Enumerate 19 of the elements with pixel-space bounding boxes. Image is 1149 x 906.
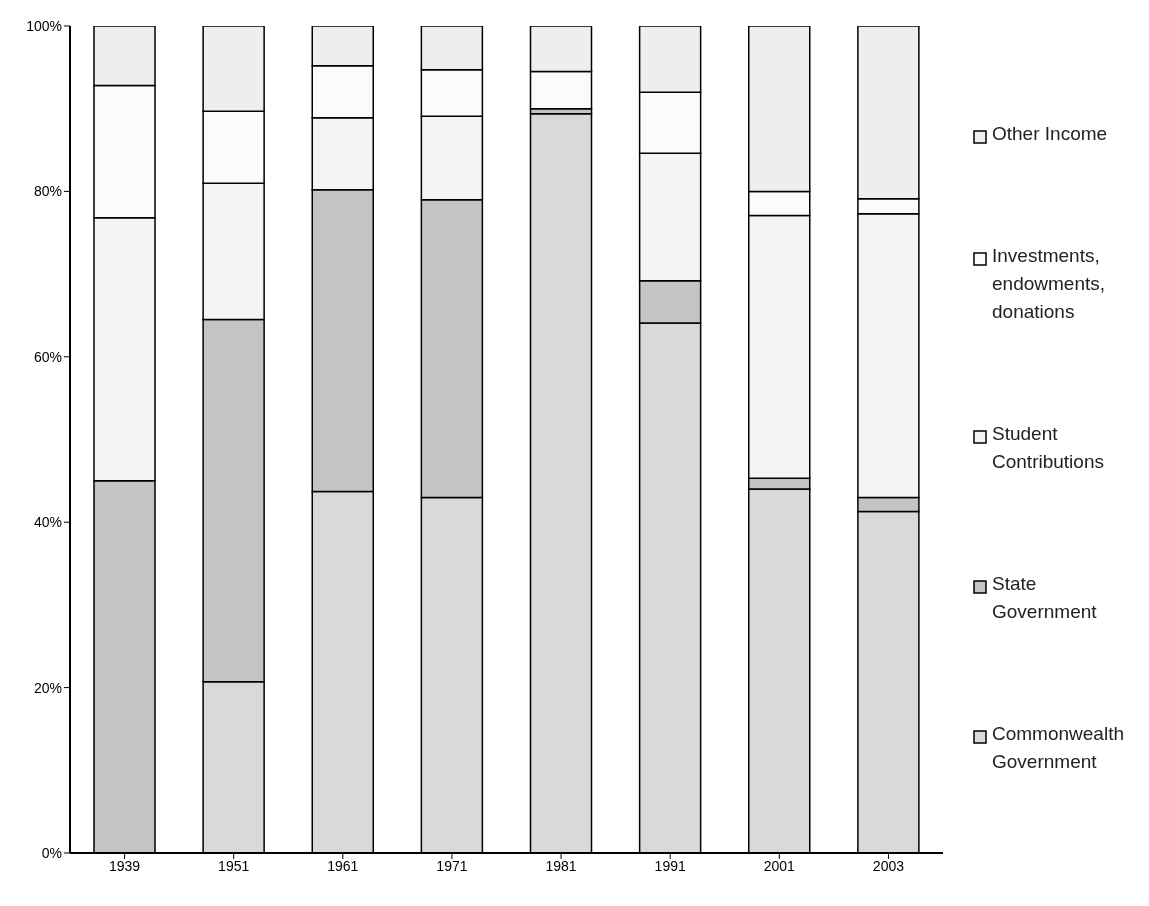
x-tick-label: 2001 (763, 857, 796, 874)
x-tick-label: 2003 (872, 857, 905, 874)
y-tick-label: 0% (41, 844, 62, 861)
y-tick-label: 40% (33, 514, 62, 531)
legend-label: Investments, endowments, donations (992, 243, 1106, 324)
y-tick-label: 20% (33, 679, 62, 696)
y-tick-label: 60% (33, 348, 62, 365)
y-tick-label: 100% (26, 17, 62, 34)
x-tick-label: 1951 (218, 857, 250, 874)
x-tick-label: 1961 (327, 857, 359, 874)
x-tick-label: 1939 (108, 857, 141, 874)
x-tick-label: 1991 (654, 857, 686, 874)
legend-label: Other Income (992, 121, 1108, 146)
legend-label: Student Contributions (992, 421, 1105, 474)
legend-label: Commonwealth Government (992, 721, 1125, 774)
y-tick-label: 80% (33, 183, 62, 200)
legend-label: State Government (992, 571, 1098, 624)
x-tick-label: 1971 (436, 857, 468, 874)
x-tick-label: 1981 (545, 857, 577, 874)
